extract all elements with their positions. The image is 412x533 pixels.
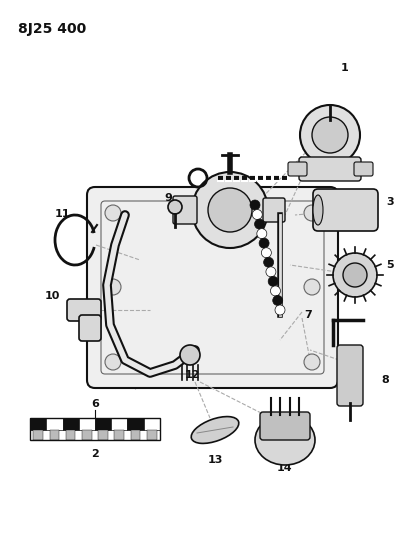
Text: 2: 2 <box>91 449 99 459</box>
Bar <box>144 418 160 430</box>
FancyBboxPatch shape <box>354 162 373 176</box>
Circle shape <box>343 263 367 287</box>
Circle shape <box>180 345 200 365</box>
Bar <box>82 430 92 440</box>
Circle shape <box>333 253 377 297</box>
Circle shape <box>257 229 267 239</box>
Bar <box>30 418 160 440</box>
FancyBboxPatch shape <box>299 157 361 181</box>
Ellipse shape <box>191 417 239 443</box>
FancyBboxPatch shape <box>337 345 363 406</box>
Circle shape <box>261 248 272 258</box>
Bar <box>66 430 75 440</box>
Circle shape <box>268 277 278 286</box>
FancyBboxPatch shape <box>313 189 378 231</box>
Bar <box>115 430 124 440</box>
Bar <box>63 418 79 430</box>
Circle shape <box>105 354 121 370</box>
Text: 7: 7 <box>304 310 312 320</box>
Circle shape <box>300 105 360 165</box>
Text: 10: 10 <box>44 291 60 301</box>
Bar <box>95 418 111 430</box>
Bar <box>79 418 95 430</box>
Circle shape <box>168 200 182 214</box>
FancyBboxPatch shape <box>263 198 285 222</box>
Circle shape <box>304 205 320 221</box>
FancyBboxPatch shape <box>79 315 101 341</box>
Text: 9: 9 <box>164 193 172 203</box>
Bar <box>98 430 108 440</box>
Text: 1: 1 <box>341 63 349 73</box>
Circle shape <box>252 209 262 220</box>
Circle shape <box>192 172 268 248</box>
Bar <box>30 418 46 430</box>
Circle shape <box>270 286 281 296</box>
Bar <box>49 430 59 440</box>
Bar <box>127 418 144 430</box>
FancyBboxPatch shape <box>87 187 338 388</box>
FancyBboxPatch shape <box>67 299 101 321</box>
Bar <box>111 418 127 430</box>
Text: 3: 3 <box>386 197 394 207</box>
Circle shape <box>304 279 320 295</box>
Circle shape <box>255 219 265 229</box>
Ellipse shape <box>313 195 323 225</box>
Text: 11: 11 <box>54 209 70 219</box>
Text: 12: 12 <box>184 370 200 380</box>
Circle shape <box>264 257 274 267</box>
Text: 5: 5 <box>386 260 394 270</box>
Circle shape <box>273 295 283 305</box>
Text: 8: 8 <box>381 375 389 385</box>
FancyBboxPatch shape <box>260 412 310 440</box>
Bar <box>131 430 140 440</box>
Circle shape <box>250 200 260 210</box>
FancyBboxPatch shape <box>288 162 307 176</box>
FancyBboxPatch shape <box>173 196 197 224</box>
Circle shape <box>275 305 285 315</box>
Ellipse shape <box>255 415 315 465</box>
Circle shape <box>105 205 121 221</box>
Bar <box>147 430 157 440</box>
Bar <box>33 430 43 440</box>
Bar <box>46 418 63 430</box>
Circle shape <box>304 354 320 370</box>
Circle shape <box>266 267 276 277</box>
Text: 6: 6 <box>91 399 99 409</box>
Text: 4: 4 <box>218 178 226 188</box>
Circle shape <box>259 238 269 248</box>
Circle shape <box>208 188 252 232</box>
Text: 14: 14 <box>277 463 293 473</box>
Text: 13: 13 <box>207 455 223 465</box>
Circle shape <box>312 117 348 153</box>
Circle shape <box>105 279 121 295</box>
Text: 8J25 400: 8J25 400 <box>18 22 86 36</box>
